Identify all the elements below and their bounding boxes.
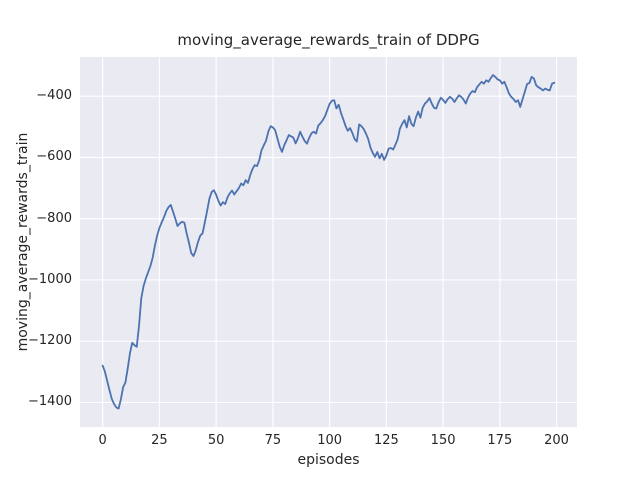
x-tick-label: 100: [317, 433, 343, 448]
y-tick-label: −1400: [28, 394, 72, 410]
y-tick-label: −400: [36, 88, 72, 104]
y-axis-label: moving_average_rewards_train: [15, 132, 31, 352]
y-tick-label: −800: [36, 210, 72, 226]
series-line: [101, 74, 556, 410]
x-tick-label: 200: [544, 433, 569, 448]
x-axis-label: episodes: [297, 452, 360, 468]
x-tick-label: 50: [207, 433, 225, 448]
x-tick-label: 0: [98, 433, 107, 448]
x-tick-label: 75: [264, 433, 282, 448]
y-tick-label: −600: [36, 149, 72, 165]
y-tick-label: −1200: [28, 333, 72, 349]
x-tick-label: 150: [430, 433, 456, 448]
chart-title: moving_average_rewards_train of DDPG: [177, 31, 480, 49]
x-tick-label: 25: [151, 433, 168, 448]
y-tick-label: −1000: [28, 271, 72, 287]
plot-panel: [80, 57, 577, 427]
x-tick-label: 175: [487, 433, 513, 448]
x-tick-label: 125: [373, 433, 399, 448]
